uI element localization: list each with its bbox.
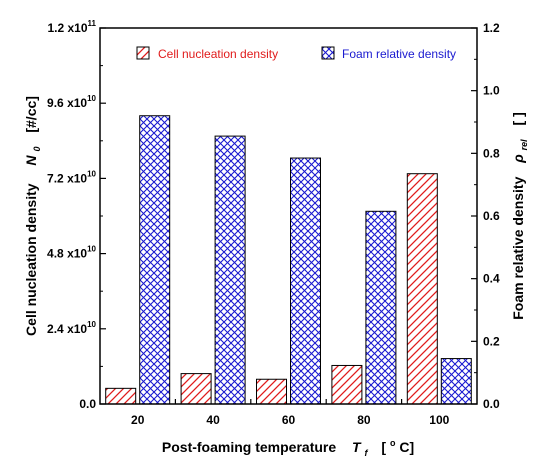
right-tick-label: 0.8 (483, 146, 500, 160)
legend-swatch-relative-density (321, 46, 335, 60)
left-axis-title: Cell nucleation density N 0 [#/cc] (23, 96, 43, 336)
bar-relative-density-100 (440, 358, 472, 405)
legend-label-relative-density: Foam relative density (342, 47, 456, 61)
bar-nucleation-100 (406, 173, 438, 405)
left-axis-label: Cell nucleation density (23, 183, 39, 336)
x-tick-label: 40 (206, 413, 220, 427)
bar-relative-density-80 (365, 210, 397, 405)
x-tick-label: 60 (282, 413, 296, 427)
right-ticks-group: 0.0 0.2 0.4 0.6 0.8 1.0 1.2 (471, 21, 500, 411)
bar-relative-density-20 (139, 115, 171, 405)
x-ticks-group: 20 40 60 80 100 (131, 399, 450, 427)
bar-relative-density-60 (290, 157, 321, 405)
right-tick-label: 0.2 (483, 334, 500, 348)
bar-nucleation-60 (256, 378, 287, 405)
x-axis-label: Post-foaming temperature (162, 439, 336, 455)
x-tick-label: 100 (429, 413, 449, 427)
right-axis-symbol: ρ (510, 154, 526, 164)
right-axis-symbol-sub: rel (519, 139, 529, 151)
x-tick-label: 20 (131, 413, 145, 427)
right-tick-label: 0.4 (483, 272, 500, 286)
right-axis-title: Foam relative density ρ rel [ ] (510, 112, 530, 320)
right-tick-label: 1.0 (483, 84, 500, 98)
bar-nucleation-80 (331, 364, 363, 405)
bar-nucleation-20 (105, 387, 137, 405)
legend: Cell nucleation density Foam relative de… (136, 46, 456, 61)
left-ticks-group: 0.0 2.4 x1010 4.8 x1010 7.2 x1010 9.6 x1010 1… (47, 19, 106, 411)
x-axis-symbol-sub: f (364, 448, 368, 458)
right-axis-label: Foam relative density (510, 176, 526, 319)
bars-group (105, 115, 472, 405)
bar-relative-density-40 (214, 135, 246, 405)
left-tick-label: 7.2 x1010 (47, 169, 96, 185)
bar-nucleation-40 (180, 373, 212, 405)
x-axis-unit-close: C] (399, 439, 414, 455)
left-axis-symbol-sub: 0 (32, 147, 42, 152)
legend-swatch-nucleation (136, 46, 150, 60)
left-axis-unit: [#/cc] (23, 96, 39, 133)
x-axis-title: Post-foaming temperature T f [ o C] (162, 433, 414, 459)
left-tick-label: 1.2 x1011 (47, 19, 96, 35)
x-axis-symbol: T (352, 439, 362, 455)
left-axis-symbol: N (23, 155, 39, 166)
right-tick-label: 1.2 (483, 21, 500, 35)
x-tick-label: 80 (357, 413, 371, 427)
right-tick-label: 0.0 (483, 397, 500, 411)
x-axis-unit-open: [ (381, 439, 386, 455)
left-tick-label: 2.4 x1010 (47, 320, 96, 336)
left-tick-label: 0.0 (79, 397, 96, 411)
left-tick-label: 4.8 x1010 (47, 245, 96, 261)
right-axis-unit: [ ] (510, 112, 526, 125)
right-tick-label: 0.6 (483, 209, 500, 223)
left-tick-label: 9.6 x1010 (47, 94, 96, 110)
x-axis-unit-degree: o (390, 438, 396, 448)
legend-label-nucleation: Cell nucleation density (158, 47, 278, 61)
